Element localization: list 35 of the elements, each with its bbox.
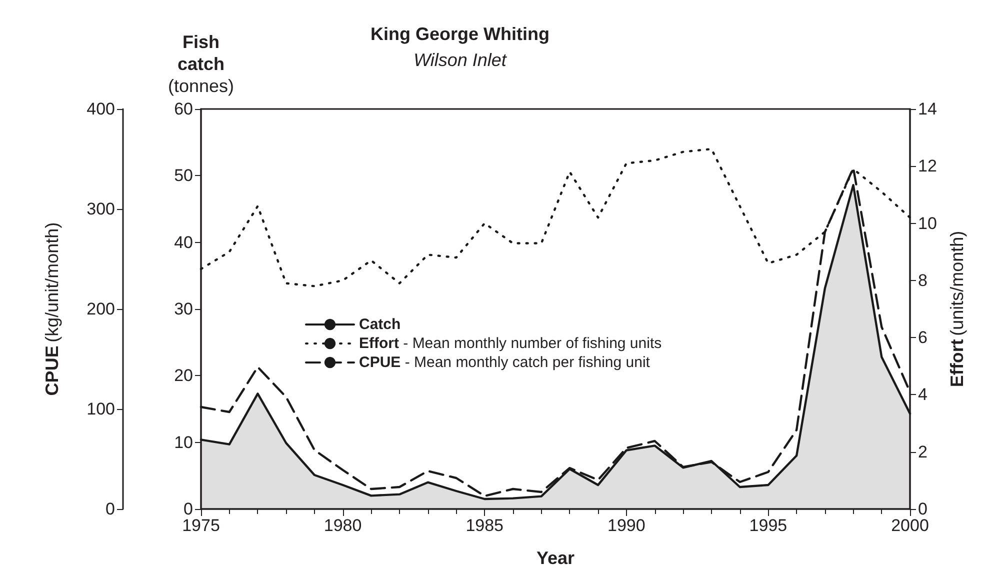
y3-tick-label: 400 (86, 100, 115, 118)
x-tick-label: 1990 (607, 516, 646, 535)
y2-tick-label: 2 (918, 442, 928, 462)
y2-tick-label: 10 (918, 214, 937, 233)
y3-tick-label: 0 (106, 500, 115, 518)
y-tick-label: 40 (174, 232, 193, 252)
legend-label: Catch (359, 316, 401, 333)
chart-title: King George Whiting (370, 24, 550, 44)
x-axis-title: Year (536, 548, 575, 568)
y2-tick-label: 0 (918, 500, 928, 518)
y-tick-label: 60 (174, 100, 193, 118)
legend-label: Effort - Mean monthly number of fishing units (359, 335, 662, 352)
y2-tick-label: 6 (918, 328, 928, 348)
y3-axis-title: CPUE (kg/unit/month) (42, 222, 62, 396)
y2-tick-label: 12 (918, 156, 937, 176)
y-tick-label: 50 (174, 166, 193, 186)
y-tick-label: 30 (174, 300, 193, 318)
y3-tick-label: 300 (86, 200, 115, 218)
y2-tick-label: 8 (918, 270, 928, 290)
legend-label: CPUE - Mean monthly catch per fishing unit (359, 354, 651, 371)
chart-subtitle: Wilson Inlet (414, 50, 508, 70)
x-tick-label: 2000 (891, 516, 929, 535)
y2-axis-title: Effort (units/month) (946, 230, 967, 388)
y-tick-label: 0 (184, 500, 193, 518)
x-tick-label: 1975 (182, 516, 220, 535)
y3-tick-label: 200 (86, 300, 115, 318)
y2-tick-label: 4 (918, 385, 928, 404)
y3-tick-label: 100 (86, 400, 115, 418)
y2-tick-label: 14 (918, 100, 937, 118)
x-tick-label: 1980 (324, 516, 362, 535)
y-tick-label: 20 (174, 366, 193, 386)
x-tick-label: 1995 (749, 516, 788, 535)
y-tick-label: 10 (174, 432, 193, 452)
y-axis-title: Fish catch (tonnes) (168, 32, 234, 96)
x-tick-label: 1985 (466, 516, 504, 535)
